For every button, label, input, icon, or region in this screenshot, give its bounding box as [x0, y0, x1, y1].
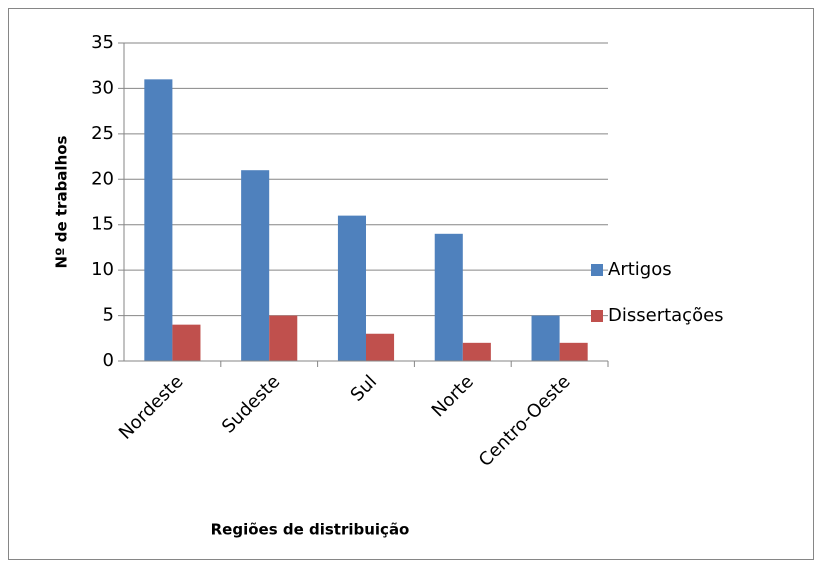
bar — [462, 342, 491, 361]
y-tick-label: 15 — [91, 214, 114, 235]
y-axis-title: Nº de trabalhos — [53, 135, 71, 268]
bar — [241, 170, 270, 361]
y-tick-label: 25 — [91, 123, 114, 144]
bar — [559, 342, 588, 361]
bar — [172, 324, 201, 361]
legend-swatch — [591, 310, 603, 322]
y-tick-label: 0 — [103, 350, 114, 371]
bar — [434, 233, 463, 361]
bar — [366, 333, 395, 361]
bar — [269, 315, 298, 361]
y-tick-label: 20 — [91, 168, 114, 189]
x-axis-title: Regiões de distribuição — [211, 521, 410, 539]
bar — [337, 215, 366, 361]
bar — [531, 315, 560, 361]
y-tick-label: 30 — [91, 77, 114, 98]
legend-label: Artigos — [608, 259, 672, 280]
legend-swatch — [591, 264, 603, 276]
legend-label: Dissertações — [608, 305, 724, 326]
y-tick-label: 10 — [91, 259, 114, 280]
chart-border — [8, 8, 814, 560]
y-tick-label: 5 — [103, 305, 114, 326]
y-tick-label: 35 — [91, 32, 114, 53]
bar — [144, 79, 173, 361]
